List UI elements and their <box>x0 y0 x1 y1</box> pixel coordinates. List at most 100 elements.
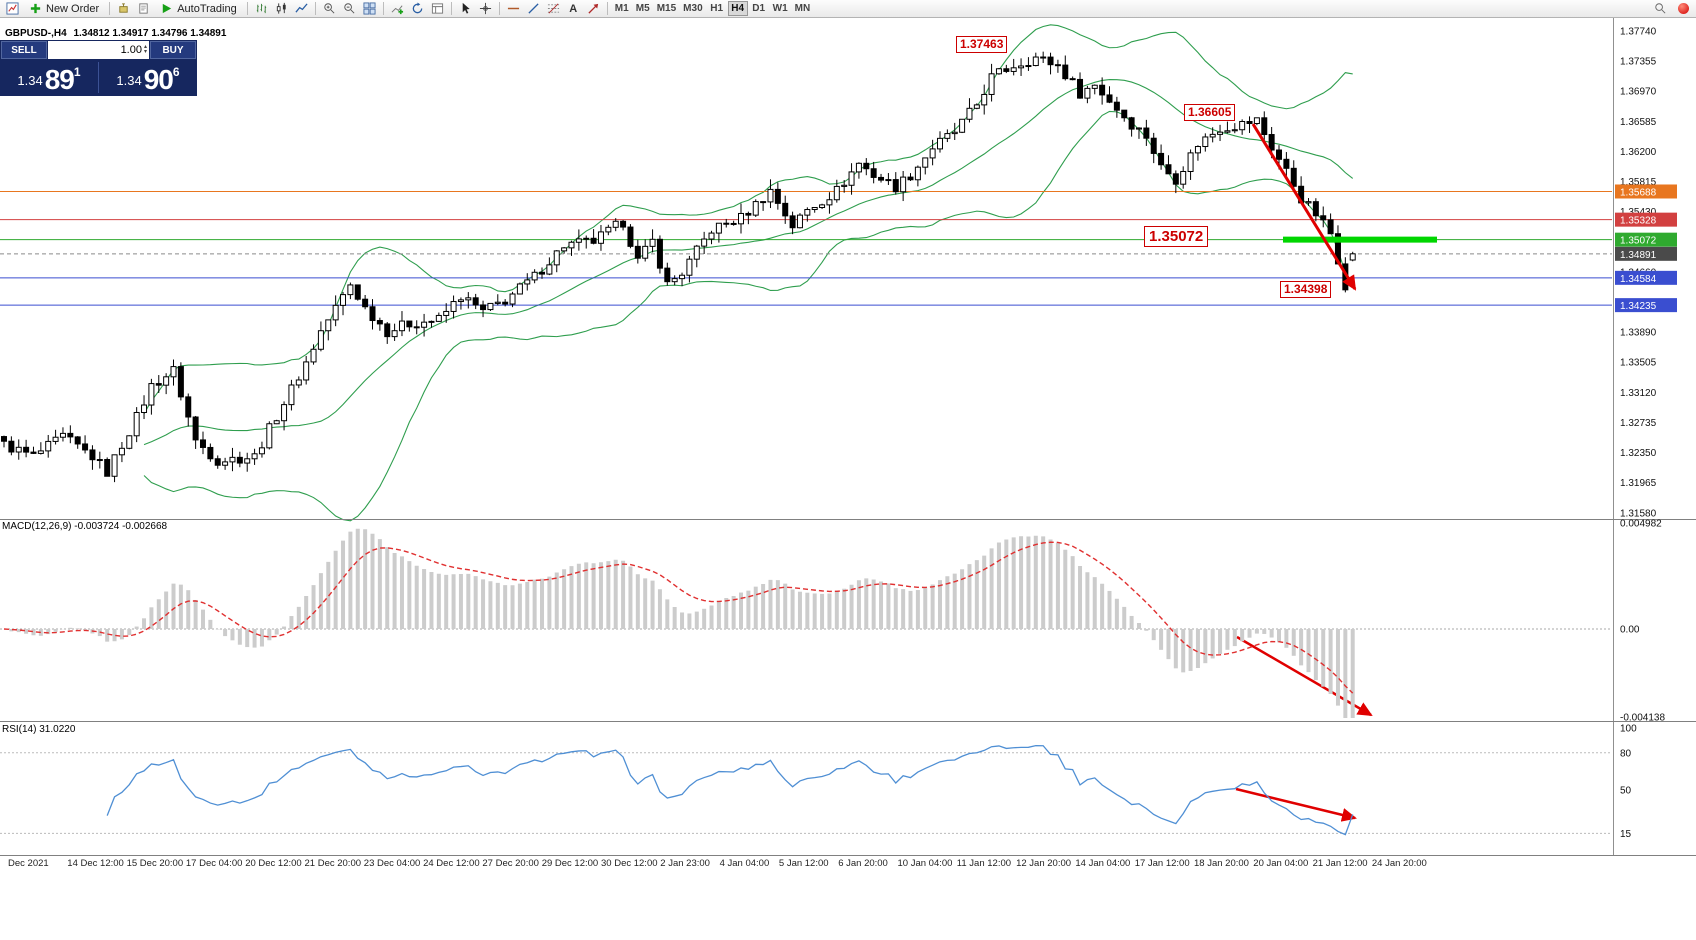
toolbar-separator <box>498 2 500 15</box>
toolbar-separator <box>109 2 111 15</box>
timeframe-h1-button[interactable]: H1 <box>707 1 727 16</box>
sell-button[interactable]: SELL <box>1 41 47 59</box>
svg-text:20 Jan 04:00: 20 Jan 04:00 <box>1253 858 1308 869</box>
svg-text:27 Dec 20:00: 27 Dec 20:00 <box>482 858 539 869</box>
timeframe-d1-button[interactable]: D1 <box>749 1 769 16</box>
svg-text:6 Jan 20:00: 6 Jan 20:00 <box>838 858 888 869</box>
timeframe-w1-button[interactable]: W1 <box>770 1 791 16</box>
timeframe-m30-button[interactable]: M30 <box>680 1 705 16</box>
svg-text:1.32735: 1.32735 <box>1620 418 1657 429</box>
timeframe-m1-button[interactable]: M1 <box>612 1 632 16</box>
chart-title: GBPUSD-,H4 1.34812 1.34917 1.34796 1.348… <box>5 28 230 39</box>
trendline-icon[interactable] <box>524 1 543 17</box>
sell-price-big: 89 <box>44 64 75 95</box>
svg-text:12 Jan 20:00: 12 Jan 20:00 <box>1016 858 1071 869</box>
volume-spin-down-icon[interactable]: ▾ <box>143 49 147 55</box>
svg-text:80: 80 <box>1620 748 1632 759</box>
svg-text:4 Jan 04:00: 4 Jan 04:00 <box>720 858 770 869</box>
buy-price-big: 90 <box>143 64 174 95</box>
cursor-icon[interactable] <box>456 1 475 17</box>
price-callout-high[interactable]: 1.37463 <box>956 36 1008 53</box>
scripts-icon[interactable] <box>134 1 153 17</box>
fibonacci-icon[interactable] <box>544 1 563 17</box>
indicators-icon[interactable] <box>388 1 407 17</box>
svg-text:1.37740: 1.37740 <box>1620 27 1657 38</box>
macd-label: MACD(12,26,9) -0.003724 -0.002668 <box>2 521 168 532</box>
volume-value: 1.00 <box>120 44 142 56</box>
svg-text:1.31965: 1.31965 <box>1620 478 1657 489</box>
price-callout-support[interactable]: 1.35072 <box>1144 226 1209 247</box>
buy-price-small: 1.34 <box>116 73 142 88</box>
svg-text:50: 50 <box>1620 786 1632 797</box>
zoom-in-icon[interactable] <box>320 1 339 17</box>
autotrading-label: AutoTrading <box>177 2 237 15</box>
svg-text:1.35328: 1.35328 <box>1620 216 1657 227</box>
svg-text:1.36200: 1.36200 <box>1620 147 1657 158</box>
notifications-icon[interactable] <box>1674 1 1693 17</box>
buy-button[interactable]: BUY <box>150 41 196 59</box>
buy-price-button[interactable]: 1.34 90 6 <box>99 59 197 96</box>
main-toolbar: New Order AutoTrading <box>0 0 1696 18</box>
sell-price-small: 1.34 <box>17 73 43 88</box>
svg-text:10 Jan 04:00: 10 Jan 04:00 <box>898 858 953 869</box>
svg-text:17 Jan 12:00: 17 Jan 12:00 <box>1135 858 1190 869</box>
svg-text:0.004982: 0.004982 <box>1620 519 1662 530</box>
volume-spinner[interactable]: ▴ ▾ <box>143 43 147 55</box>
timeframe-h4-button[interactable]: H4 <box>727 1 748 16</box>
arrows-icon[interactable] <box>584 1 603 17</box>
text-icon[interactable]: A <box>564 1 583 17</box>
timeframe-mn-button[interactable]: MN <box>792 1 814 16</box>
refresh-icon[interactable] <box>408 1 427 17</box>
toolbar-separator <box>606 2 608 15</box>
svg-text:-0.004138: -0.004138 <box>1620 713 1665 724</box>
svg-text:1.32350: 1.32350 <box>1620 448 1657 459</box>
svg-text:30 Dec 12:00: 30 Dec 12:00 <box>601 858 658 869</box>
svg-text:14 Jan 04:00: 14 Jan 04:00 <box>1075 858 1130 869</box>
notification-dot <box>1678 3 1689 14</box>
svg-text:29 Dec 12:00: 29 Dec 12:00 <box>542 858 599 869</box>
chart-symbol-period: GBPUSD-,H4 <box>5 28 67 39</box>
svg-text:100: 100 <box>1620 724 1637 735</box>
svg-text:15: 15 <box>1620 829 1632 840</box>
svg-text:20 Dec 12:00: 20 Dec 12:00 <box>245 858 302 869</box>
autotrading-button[interactable]: AutoTrading <box>154 1 243 17</box>
svg-text:11 Jan 12:00: 11 Jan 12:00 <box>957 858 1011 869</box>
line-chart-icon[interactable] <box>292 1 311 17</box>
tile-windows-icon[interactable] <box>360 1 379 17</box>
sell-price-pip: 1 <box>73 65 81 79</box>
templates-icon[interactable] <box>428 1 447 17</box>
svg-text:0.00: 0.00 <box>1620 625 1640 636</box>
crosshair-icon[interactable] <box>476 1 495 17</box>
zoom-out-icon[interactable] <box>340 1 359 17</box>
svg-text:1.35072: 1.35072 <box>1620 236 1657 247</box>
search-icon[interactable] <box>1651 1 1670 17</box>
buy-price-pip: 6 <box>172 65 180 79</box>
svg-text:23 Dec 04:00: 23 Dec 04:00 <box>364 858 421 869</box>
volume-input[interactable]: 1.00 ▴ ▾ <box>48 41 149 59</box>
chart-window-icon[interactable] <box>3 1 22 17</box>
bar-chart-icon[interactable] <box>252 1 271 17</box>
sell-price-button[interactable]: 1.34 89 1 <box>0 59 98 96</box>
svg-text:1.35815: 1.35815 <box>1620 177 1657 188</box>
svg-text:1.33505: 1.33505 <box>1620 358 1657 369</box>
svg-text:15 Dec 20:00: 15 Dec 20:00 <box>127 858 184 869</box>
svg-text:1.33890: 1.33890 <box>1620 328 1657 339</box>
price-callout-lower-high[interactable]: 1.36605 <box>1184 104 1236 121</box>
expert-advisors-icon[interactable] <box>114 1 133 17</box>
svg-text:21 Jan 12:00: 21 Jan 12:00 <box>1313 858 1368 869</box>
svg-text:1.36970: 1.36970 <box>1620 87 1657 98</box>
candlestick-chart-icon[interactable] <box>272 1 291 17</box>
volume-spin-up-icon[interactable]: ▴ <box>143 43 147 50</box>
svg-text:17 Dec 04:00: 17 Dec 04:00 <box>186 858 243 869</box>
one-click-trading-panel: SELL 1.00 ▴ ▾ BUY 1.34 89 1 1.34 90 6 <box>0 40 197 96</box>
timeframe-m5-button[interactable]: M5 <box>633 1 653 16</box>
price-callout-low[interactable]: 1.34398 <box>1280 281 1332 298</box>
price-divider <box>98 62 99 93</box>
svg-text:1.31580: 1.31580 <box>1620 508 1657 519</box>
horizontal-line-icon[interactable] <box>504 1 523 17</box>
svg-text:14 Dec 12:00: 14 Dec 12:00 <box>67 858 124 869</box>
timeframe-m15-button[interactable]: M15 <box>654 1 679 16</box>
new-order-label: New Order <box>46 2 100 15</box>
new-order-button[interactable]: New Order <box>23 1 105 17</box>
